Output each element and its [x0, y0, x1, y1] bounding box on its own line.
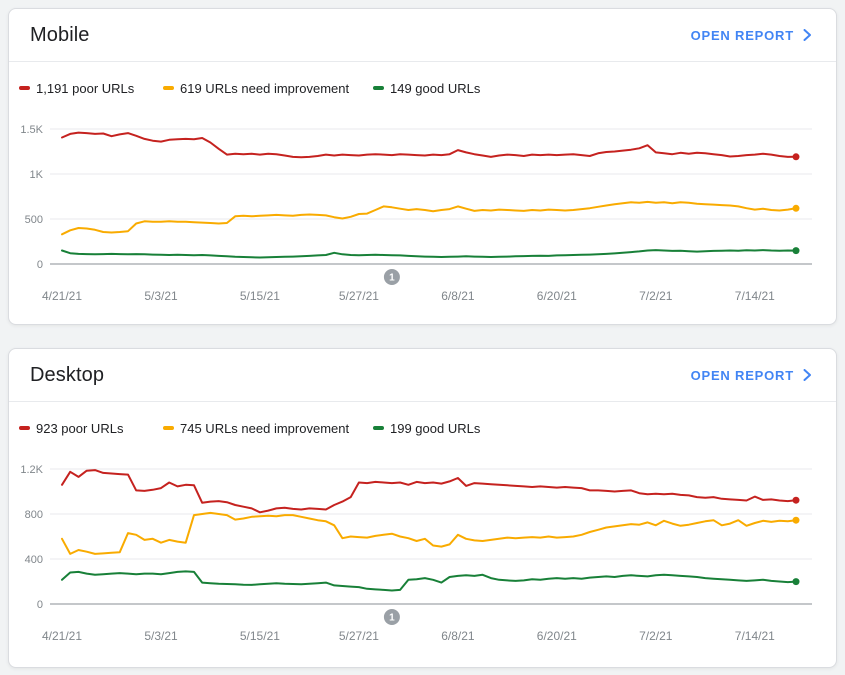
open-report-link-mobile[interactable]: OPEN REPORT: [691, 28, 812, 43]
series-line-good-urls: [61, 249, 797, 259]
mobile-chart[interactable]: 1.5K 1K 500 0 4/21/21 5/3/21 5/15/21 5/27/21 6/8…: [9, 109, 836, 321]
x-axis-tick-label: 4/21/21: [42, 629, 82, 643]
x-axis-tick-label: 6/8/21: [441, 629, 475, 643]
legend-label: 619 URLs need improvement: [180, 80, 350, 96]
series-end-dot: [792, 247, 800, 255]
y-axis-tick-label: 1.2K: [20, 464, 43, 476]
page-title-mobile: Mobile: [30, 23, 90, 46]
legend-marker: [163, 86, 174, 90]
mobile-chart-svg[interactable]: 1.5K 1K 500 0 4/21/21 5/3/21 5/15/21 5/27/21 6/8…: [9, 109, 836, 321]
legend-marker: [373, 86, 384, 90]
y-axis-tick-label: 500: [25, 214, 43, 226]
legend-item: 619 URLs need improvement: [163, 81, 373, 96]
desktop-chart[interactable]: 1.2K 800 400 0 4/21/21 5/3/21 5/15/21 5/27/21 6/…: [9, 449, 836, 661]
x-axis-tick-label: 5/3/21: [144, 289, 178, 303]
legend-label: 149 good URLs: [390, 80, 481, 96]
legend-item: 745 URLs need improvement: [163, 421, 373, 436]
x-axis-tick-label: 4/21/21: [42, 289, 82, 303]
x-axis-tick-label: 7/2/21: [639, 289, 673, 303]
series-line-poor-urls: [61, 131, 797, 159]
desktop-card-header: Desktop OPEN REPORT: [9, 349, 836, 402]
series-line-good-urls: [61, 570, 797, 592]
x-axis-tick-label: 5/27/21: [339, 629, 379, 643]
legend-label: 1,191 poor URLs: [36, 80, 135, 96]
series-end-dot: [792, 578, 800, 586]
open-report-link-desktop[interactable]: OPEN REPORT: [691, 368, 812, 383]
annotation-badge-label: 1: [389, 273, 395, 284]
series-end-dot: [792, 204, 800, 212]
desktop-chart-svg[interactable]: 1.2K 800 400 0 4/21/21 5/3/21 5/15/21 5/27/21 6/…: [9, 449, 836, 661]
y-axis-tick-label: 1.5K: [20, 124, 43, 136]
mobile-card: Mobile OPEN REPORT 1,191 poor URLs 619 UR…: [8, 8, 837, 325]
chevron-right-icon: [803, 369, 812, 381]
x-axis-tick-label: 5/15/21: [240, 289, 280, 303]
mobile-legend: 1,191 poor URLs 619 URLs need improvement…: [19, 79, 836, 97]
x-axis-tick-label: 7/14/21: [735, 629, 775, 643]
series-end-dot: [792, 496, 800, 504]
legend-label: 923 poor URLs: [36, 420, 124, 436]
series-line-urls-need-improvement: [61, 200, 797, 236]
y-axis-tick-label: 0: [37, 599, 43, 611]
annotation-badge-label: 1: [389, 613, 395, 624]
chevron-right-icon: [803, 29, 812, 41]
desktop-card: Desktop OPEN REPORT 923 poor URLs 745 URL…: [8, 348, 837, 668]
x-axis-tick-label: 6/20/21: [537, 289, 577, 303]
x-axis-tick-label: 6/8/21: [441, 289, 475, 303]
legend-item: 199 good URLs: [373, 421, 480, 436]
series-end-dot: [792, 153, 800, 161]
x-axis-tick-label: 5/3/21: [144, 629, 178, 643]
y-axis-tick-label: 0: [37, 259, 43, 271]
open-report-label: OPEN REPORT: [690, 367, 794, 383]
series-line-poor-urls: [61, 469, 797, 514]
mobile-card-header: Mobile OPEN REPORT: [9, 9, 836, 62]
y-axis-tick-label: 800: [25, 509, 43, 521]
legend-label: 199 good URLs: [390, 420, 481, 436]
legend-marker: [163, 426, 174, 430]
legend-item: 1,191 poor URLs: [19, 81, 163, 96]
page-title-desktop: Desktop: [30, 363, 105, 386]
annotation-badge[interactable]: [383, 609, 400, 625]
series-end-dot: [792, 516, 800, 524]
annotation-badge[interactable]: [383, 269, 400, 285]
series-line-urls-need-improvement: [61, 511, 797, 555]
x-axis-tick-label: 7/14/21: [735, 289, 775, 303]
x-axis-tick-label: 7/2/21: [639, 629, 673, 643]
legend-label: 745 URLs need improvement: [180, 420, 350, 436]
x-axis-tick-label: 5/27/21: [339, 289, 379, 303]
y-axis-tick-label: 400: [25, 554, 43, 566]
x-axis-tick-label: 5/15/21: [240, 629, 280, 643]
y-axis-tick-label: 1K: [30, 169, 44, 181]
legend-marker: [373, 426, 384, 430]
open-report-label: OPEN REPORT: [690, 27, 794, 43]
legend-marker: [19, 86, 30, 90]
x-axis-tick-label: 6/20/21: [537, 629, 577, 643]
legend-marker: [19, 426, 30, 430]
legend-item: 923 poor URLs: [19, 421, 163, 436]
desktop-legend: 923 poor URLs 745 URLs need improvement 19…: [19, 419, 836, 437]
legend-item: 149 good URLs: [373, 81, 480, 96]
